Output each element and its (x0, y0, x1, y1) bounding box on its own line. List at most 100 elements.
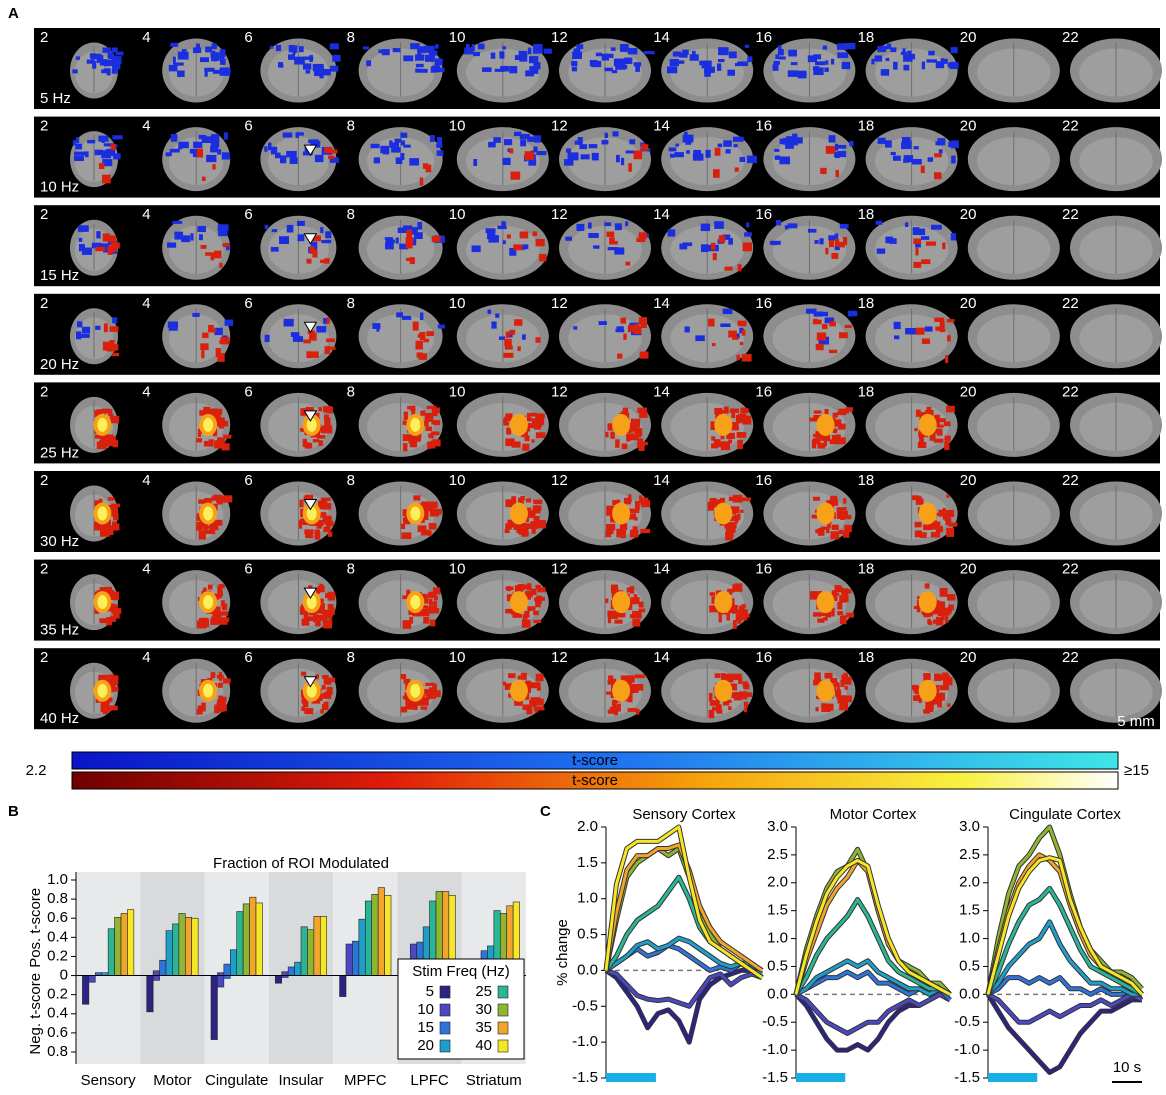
activation-negative (602, 140, 609, 144)
slice-label: 20 (960, 649, 977, 666)
activation-negative (167, 242, 176, 247)
legend-swatch (498, 1022, 508, 1034)
activation-positive (111, 706, 118, 711)
activation-positive (323, 620, 332, 628)
activation-positive (424, 620, 428, 623)
activation-positive (810, 591, 818, 599)
activation-positive (101, 703, 110, 712)
activation-negative (113, 56, 122, 60)
activation-positive (301, 672, 306, 676)
activation-negative (425, 55, 435, 62)
activation-negative (409, 158, 419, 165)
activation-negative (718, 47, 728, 55)
activation-positive (742, 354, 752, 362)
activation-positive (407, 406, 411, 409)
y-tick-label: 0.2 (47, 986, 68, 1003)
activation-negative (417, 222, 422, 230)
slice-label: 6 (244, 649, 252, 666)
slice-label: 16 (755, 295, 772, 312)
slice-label: 12 (551, 206, 568, 223)
activation-negative (624, 57, 632, 63)
activation-positive (307, 259, 312, 264)
activation-positive (948, 522, 957, 526)
activation-negative (871, 59, 874, 65)
activation-negative (604, 68, 612, 72)
activation-positive (920, 532, 927, 538)
activation-negative (98, 55, 104, 60)
activation-negative (276, 45, 281, 51)
slice-label: 18 (858, 118, 875, 135)
activation-positive (423, 163, 428, 169)
activation-positive (636, 709, 640, 715)
bar (288, 967, 294, 976)
activation-positive (299, 500, 303, 508)
activation-positive (817, 332, 826, 340)
activation-positive (210, 619, 218, 625)
activation-negative (581, 154, 590, 159)
y-tick-label: 0.8 (47, 890, 68, 907)
activation-positive (432, 683, 437, 690)
activation-negative (683, 242, 692, 246)
activation-positive (537, 587, 545, 592)
activation-positive (406, 258, 415, 261)
activation-negative (668, 229, 676, 236)
activation-negative (424, 46, 434, 52)
activation-negative (893, 62, 897, 70)
activation-positive (638, 684, 643, 691)
activation-peak (410, 684, 420, 698)
activation-positive (923, 525, 932, 530)
slice-label: 8 (347, 206, 355, 223)
panel-label: C (540, 803, 551, 820)
activation-negative (520, 139, 526, 146)
activation-negative (495, 313, 499, 317)
slice-label: 20 (960, 472, 977, 489)
activation-positive (638, 442, 643, 448)
activation-negative (213, 70, 220, 74)
activation-positive (531, 682, 541, 688)
activation-negative (808, 55, 817, 62)
activation-positive (306, 351, 311, 358)
activation-positive (318, 407, 322, 411)
activation-negative (112, 48, 118, 53)
activation-positive (615, 620, 623, 624)
bar (385, 895, 391, 975)
activation-positive (327, 317, 330, 323)
activation-positive (425, 413, 434, 422)
activation-peak (817, 680, 835, 702)
y-tick-label: 1.0 (959, 930, 980, 947)
bar (230, 950, 236, 976)
activation-positive (406, 237, 414, 245)
bar (256, 903, 262, 976)
activation-positive (503, 353, 513, 358)
x-tick-label: MPFC (344, 1072, 387, 1089)
activation-positive (928, 621, 932, 625)
activation-positive (934, 153, 942, 157)
activation-positive (416, 701, 424, 704)
slice-label: 20 (960, 561, 977, 578)
activation-negative (283, 132, 293, 137)
activation-positive (410, 439, 417, 447)
slice-label: 2 (40, 472, 48, 489)
slice-label: 6 (244, 295, 252, 312)
activation-positive (531, 697, 541, 705)
activation-positive (913, 238, 921, 243)
activation-negative (435, 58, 443, 65)
activation-negative (199, 234, 203, 240)
activation-peak (307, 418, 317, 432)
activation-peak (510, 680, 528, 702)
activation-negative (776, 220, 781, 226)
activation-positive (837, 507, 844, 510)
x-tick-label: Cingulate (205, 1072, 268, 1089)
activation-negative (77, 321, 82, 327)
activation-negative (316, 326, 326, 332)
slice-label: 2 (40, 649, 48, 666)
activation-positive (328, 407, 333, 413)
activation-positive (846, 515, 851, 519)
activation-positive (837, 611, 843, 615)
activation-positive (407, 621, 411, 627)
stimulus-bar (606, 1073, 656, 1082)
activation-positive (822, 324, 828, 329)
activation-positive (928, 707, 934, 713)
activation-positive (837, 511, 844, 519)
activation-negative (290, 157, 298, 164)
